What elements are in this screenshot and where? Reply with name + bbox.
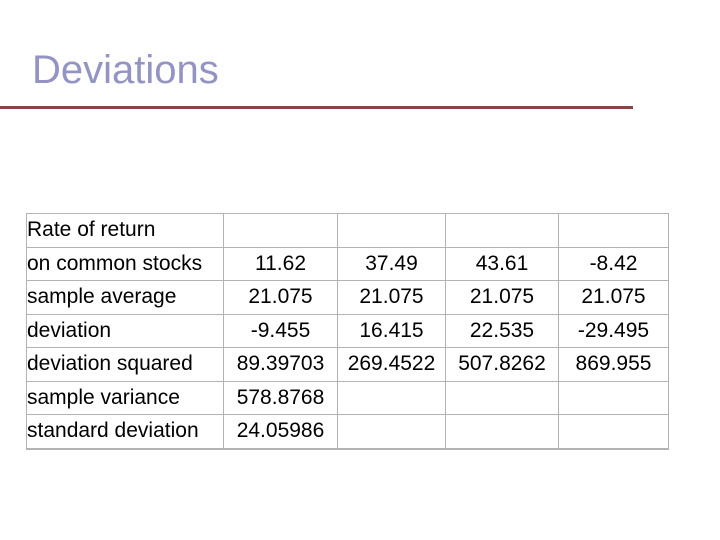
table-row: sample average 21.075 21.075 21.075 21.0… (26, 280, 669, 315)
table-cell (558, 414, 669, 449)
row-label-cell: deviation squared (26, 347, 224, 382)
row-label-cell: Rate of return (26, 213, 224, 248)
table-cell (223, 213, 338, 248)
table-cell: -8.42 (558, 246, 669, 282)
table-cell (558, 447, 669, 451)
row-label-cell: sample variance (26, 380, 224, 416)
table-cell (337, 447, 446, 451)
table-cell (337, 414, 446, 449)
table-cell: 269.4522 (337, 347, 446, 382)
table-row: on common stocks 11.62 37.49 43.61 -8.42 (26, 246, 669, 282)
table-cell: -9.455 (223, 313, 338, 349)
table-cell (445, 213, 559, 248)
table-cell: 16.415 (337, 313, 446, 349)
table-row: sample variance 578.8768 (26, 380, 669, 416)
table-row: deviation squared 89.39703 269.4522 507.… (26, 347, 669, 382)
table-cell (445, 447, 559, 451)
table-cell (445, 380, 559, 416)
table-cell: 43.61 (445, 246, 559, 282)
row-label-cell: standard deviation (26, 414, 224, 449)
row-label-cell: deviation (26, 313, 224, 349)
row-label-cell: sample average (26, 280, 224, 315)
row-label-cell: on common stocks (26, 246, 224, 282)
table-cell: 24.05986 (223, 414, 338, 449)
table-cell (558, 213, 669, 248)
table-row: standard deviation 24.05986 (26, 414, 669, 449)
table-cell (558, 380, 669, 416)
table-cell (337, 380, 446, 416)
table-cell: 21.075 (445, 280, 559, 315)
table-cell: 578.8768 (223, 380, 338, 416)
table-cell: 21.075 (223, 280, 338, 315)
table-row: deviation -9.455 16.415 22.535 -29.495 (26, 313, 669, 349)
table-cell: 869.955 (558, 347, 669, 382)
table-cell: -29.495 (558, 313, 669, 349)
table-cell (337, 213, 446, 248)
table-cell: 507.8262 (445, 347, 559, 382)
slide-title: Deviations (32, 48, 219, 92)
table-cell: 22.535 (445, 313, 559, 349)
row-label-cell (26, 447, 224, 451)
table-cell: 89.39703 (223, 347, 338, 382)
table-cell (223, 447, 338, 451)
table-cell: 37.49 (337, 246, 446, 282)
table-cell: 11.62 (223, 246, 338, 282)
table-cell (445, 414, 559, 449)
table-cell: 21.075 (558, 280, 669, 315)
table-cell: 21.075 (337, 280, 446, 315)
table-row: Rate of return (26, 213, 669, 248)
deviations-table: Rate of return on common stocks 11.62 37… (26, 213, 669, 451)
title-underline-rule (0, 106, 633, 109)
table-row (26, 447, 669, 451)
